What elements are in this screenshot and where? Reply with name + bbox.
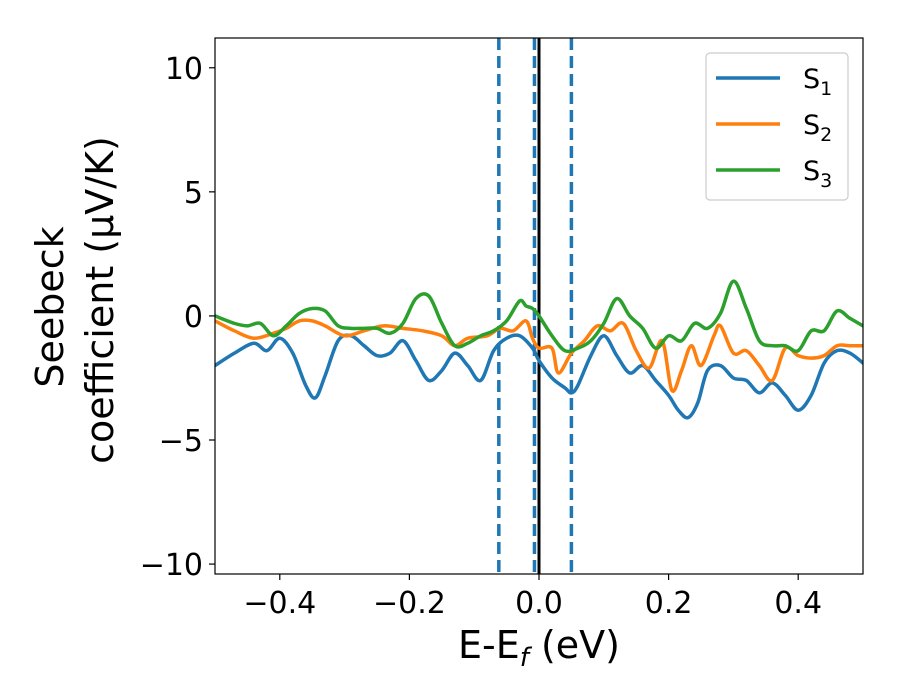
legend-label-s1: S1 (803, 64, 832, 100)
x-axis-ticks: −0.4 −0.2 0.0 0.2 0.4 (243, 574, 822, 621)
legend-label-s2: S2 (803, 110, 832, 146)
ylabel-line-1: Seebeck (28, 226, 72, 387)
series-lines (215, 279, 863, 420)
y-tick-label: 5 (184, 176, 203, 211)
y-tick-label: 10 (165, 52, 203, 87)
x-tick-label: −0.2 (373, 586, 446, 621)
x-tick-label: 0.2 (645, 586, 693, 621)
y-tick-label: −10 (140, 548, 203, 583)
legend-label-s3: S3 (803, 156, 832, 192)
xlabel-tail: (eV) (529, 623, 620, 667)
ylabel: Seebeck coefficient (μV/K) (28, 136, 122, 464)
x-tick-label: −0.4 (243, 586, 316, 621)
series-line-s2 (215, 318, 863, 393)
y-axis-ticks: −10 −5 0 5 10 (140, 52, 215, 583)
y-tick-label: 0 (184, 300, 203, 335)
series-line-s3 (215, 279, 863, 354)
vertical-lines (497, 38, 574, 574)
legend: S1 S2 S3 (705, 52, 849, 201)
ylabel-line-2: coefficient (μV/K) (78, 136, 122, 464)
xlabel-main: E-E (458, 623, 520, 667)
x-tick-label: 0.4 (774, 586, 822, 621)
x-tick-label: 0.0 (515, 586, 563, 621)
series-line-s1 (215, 333, 863, 420)
y-tick-label: −5 (159, 424, 203, 459)
xlabel: E-Ef (eV) (458, 623, 620, 673)
legend-box (705, 52, 849, 201)
